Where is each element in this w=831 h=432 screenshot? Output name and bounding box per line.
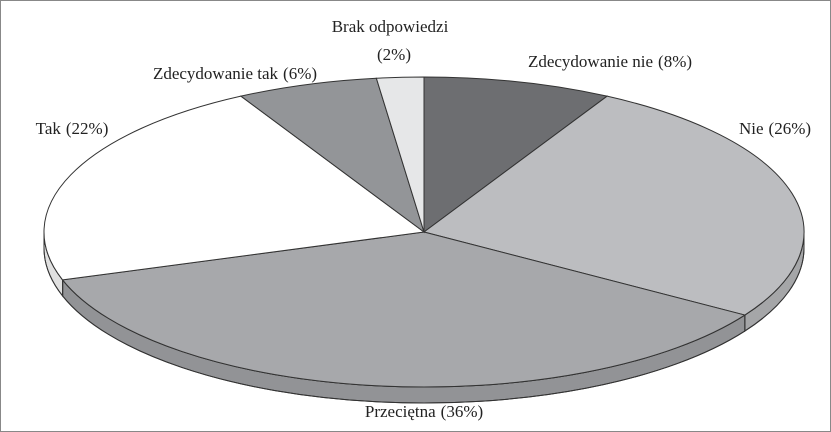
value-label: (36%) <box>441 402 483 421</box>
labels: Zdecydowanie nie (8%) Nie (26%) Przeciętna (3… <box>36 17 811 421</box>
slice-label: Zdecydowanie tak (6%) <box>153 64 317 83</box>
pie-slice <box>239 77 425 234</box>
category-label: Tak <box>36 119 62 138</box>
pie-slice <box>61 231 747 388</box>
pie-tops <box>43 76 805 388</box>
category-label: Brak odpowiedzi <box>332 17 449 36</box>
category-label: Zdecydowanie nie <box>528 52 653 71</box>
slice-label: Tak (22%) <box>36 119 109 138</box>
pie-slice <box>422 95 805 316</box>
category-label: Zdecydowanie tak <box>153 64 279 83</box>
category-label: Przeciętna <box>365 402 436 421</box>
value-label: (22%) <box>66 119 108 138</box>
slice-label: Zdecydowanie nie (8%) <box>528 52 692 71</box>
value-label: (8%) <box>658 52 692 71</box>
value-label: (6%) <box>283 64 317 83</box>
pie-slice <box>375 76 425 233</box>
slice-label: Przeciętna (36%) <box>365 402 483 421</box>
value-label: (26%) <box>769 119 811 138</box>
pie-slice <box>423 76 609 233</box>
category-label: Nie <box>739 119 764 138</box>
value-label: (2%) <box>377 45 411 64</box>
slice-label: Nie (26%) <box>739 119 811 138</box>
pie-slice <box>43 95 426 281</box>
